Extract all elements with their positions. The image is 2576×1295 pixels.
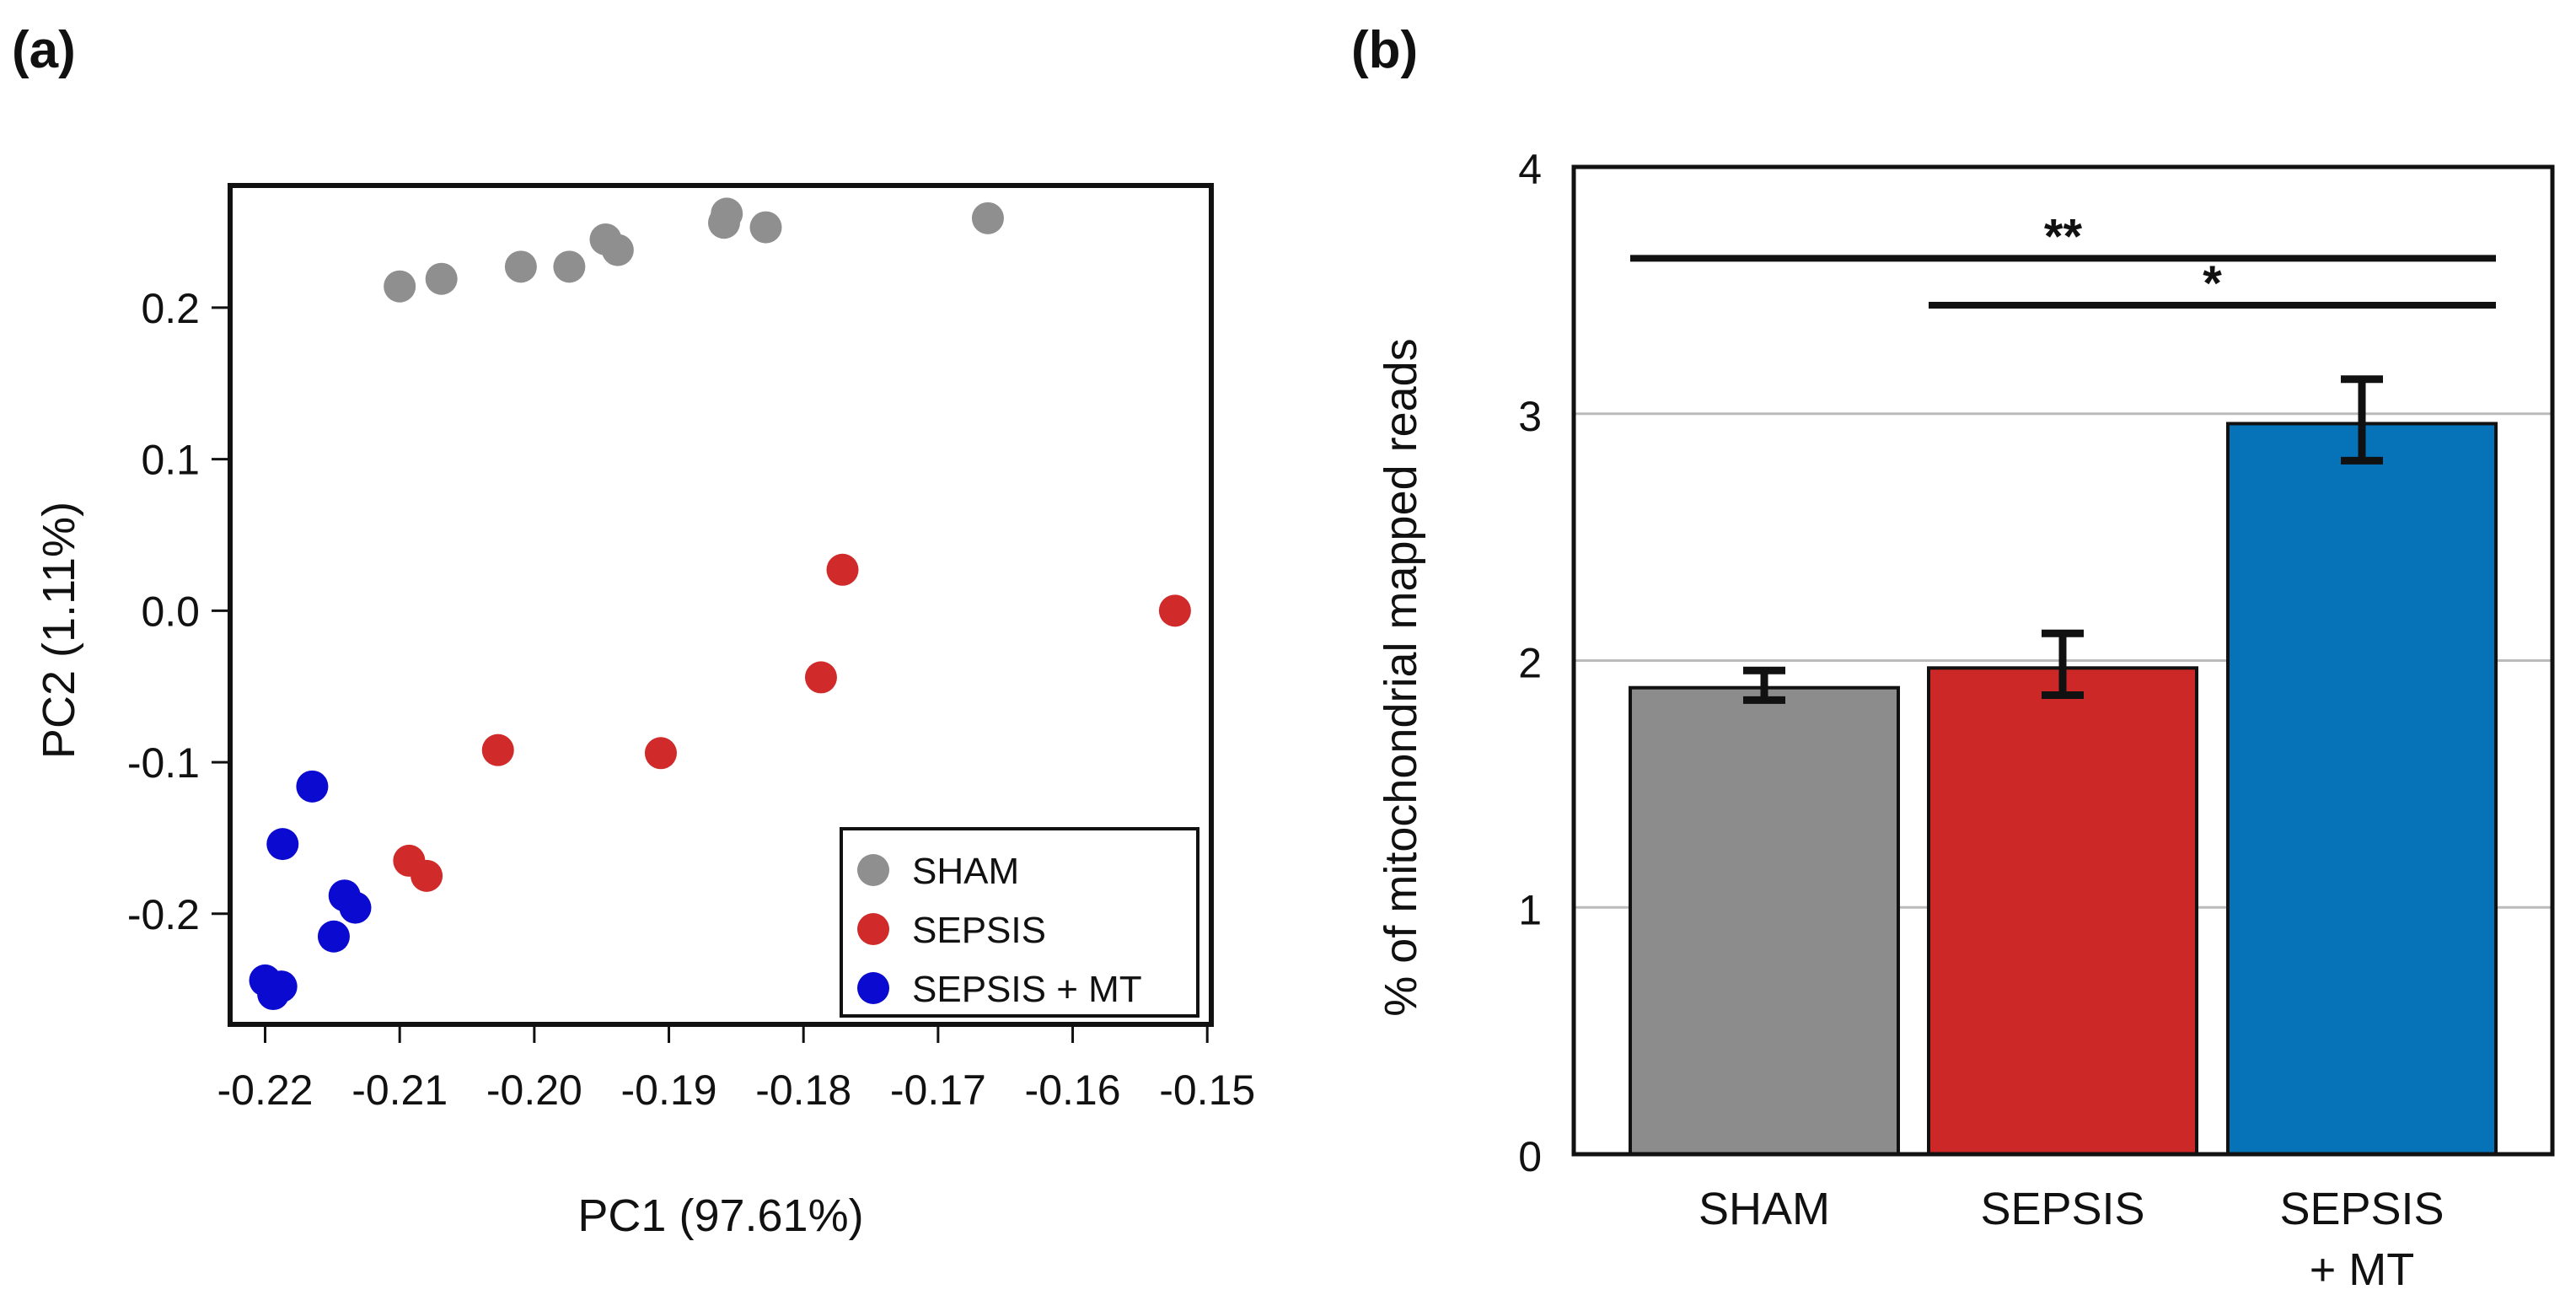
data-point-sepsis-mt [339, 891, 372, 924]
data-point-sepsis [411, 859, 443, 892]
y-tick-label: 0.1 [141, 437, 200, 484]
panel-a-label: (a) [12, 21, 76, 79]
data-point-sepsis-mt [257, 978, 290, 1011]
data-point-sham [711, 197, 743, 230]
data-point-sepsis [804, 661, 837, 694]
bar-2 [2226, 422, 2498, 1156]
y-tick-label: 0.2 [141, 285, 200, 332]
y-axis-label: % of mitochondrial mapped reads [1376, 338, 1426, 1016]
data-point-sepsis-mt [317, 920, 350, 953]
data-point-sepsis [1158, 594, 1191, 627]
x-category-label: SHAM [1699, 1184, 1830, 1234]
plot-frame [1571, 164, 2555, 1157]
x-tick-label: -0.20 [486, 1067, 582, 1114]
significance-label: * [2203, 256, 2222, 311]
y-tick-label: -0.2 [127, 891, 200, 938]
data-point-sepsis-mt [296, 770, 329, 803]
x-category-label: SEPSIS [2279, 1184, 2444, 1234]
data-point-sham [601, 234, 634, 266]
x-category-label: + MT [2310, 1244, 2415, 1295]
legend-frame [840, 827, 1199, 1018]
x-tick-label: -0.19 [621, 1067, 717, 1114]
data-point-sepsis [644, 737, 677, 770]
data-point-sepsis-mt [266, 828, 299, 861]
panel-b-label: (b) [1351, 21, 1418, 79]
data-point-sepsis [481, 733, 514, 766]
data-point-sepsis [826, 553, 859, 586]
plot-frame [228, 183, 1214, 1027]
legend-label: SEPSIS [912, 910, 1046, 951]
x-tick-label: -0.17 [890, 1067, 986, 1114]
y-tick-label: 2 [1518, 640, 1542, 687]
legend: SHAM SEPSIS SEPSIS + MT [840, 827, 1199, 1018]
legend-marker [857, 913, 889, 945]
x-tick-label: -0.16 [1025, 1067, 1121, 1114]
y-tick-label: -0.1 [127, 739, 200, 787]
y-axis-label: PC2 (1.11%) [34, 502, 84, 759]
significance-label: ** [2044, 209, 2083, 264]
y-tick-label: 0 [1518, 1133, 1542, 1180]
x-axis-label: PC1 (97.61%) [577, 1190, 863, 1241]
y-tick-label: 4 [1518, 146, 1542, 193]
y-tick-label: 0.0 [141, 588, 200, 635]
data-point-sham [749, 211, 782, 244]
legend-marker [857, 972, 889, 1004]
data-point-sham [553, 250, 586, 283]
data-point-sham [425, 262, 458, 295]
y-tick-label: 1 [1518, 886, 1542, 933]
pca-scatter-plot: -0.22 -0.21 -0.20 -0.19 -0.18 -0.17 -0.16 -0.15… [34, 183, 1255, 1241]
bar-0 [1629, 685, 1900, 1156]
x-tick-label: -0.21 [352, 1067, 448, 1114]
data-point-sham [504, 250, 537, 283]
legend-label: SEPSIS + MT [912, 969, 1142, 1010]
data-point-sham [971, 202, 1004, 234]
x-tick-label: -0.15 [1159, 1067, 1255, 1114]
legend-marker [857, 854, 889, 886]
x-category-label: SEPSIS [1980, 1184, 2144, 1234]
data-point-sham [384, 270, 416, 303]
bar-1 [1927, 666, 2198, 1156]
x-tick-label: -0.18 [755, 1067, 851, 1114]
x-tick-label: -0.22 [217, 1067, 314, 1114]
y-tick-label: 3 [1518, 393, 1542, 440]
legend-label: SHAM [912, 851, 1019, 892]
